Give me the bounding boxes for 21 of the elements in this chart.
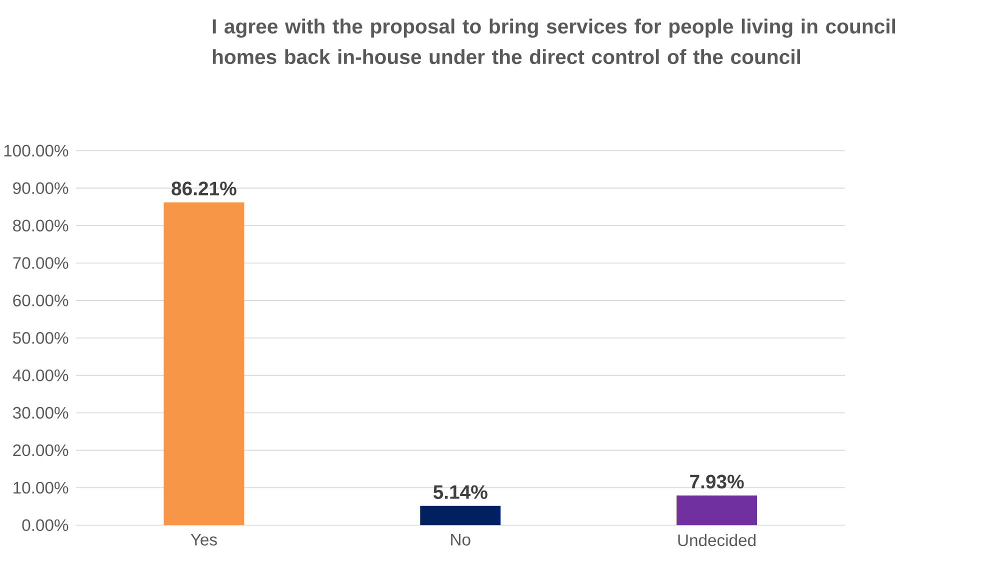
y-tick-label: 70.00% [13,256,68,269]
y-tick-label: 80.00% [13,220,68,232]
data-label: 7.93% [690,474,744,488]
y-tick-label: 100.00% [4,144,68,156]
y-tick-label: 20.00% [13,444,68,456]
bar [420,506,501,525]
y-tick-label: 10.00% [14,482,68,494]
data-label: 86.21% [172,181,236,196]
bar [676,495,758,525]
x-tick-label: No [451,534,470,546]
y-tick-label: 30.00% [12,406,68,419]
y-tick-label: 60.00% [13,294,68,306]
y-tick-label: 50.00% [13,332,68,344]
chart-title: I agree with the proposal to bring services for people living in council homes back in-house under the direct control of the council [212,18,896,64]
x-tick-label: Undecided [678,534,756,546]
x-tick-label: Yes [190,534,217,546]
y-tick-label: 40.00% [12,369,68,382]
data-label: 5.14% [433,485,488,499]
y-tick-label: 90.00% [13,182,68,194]
y-tick-label: 0.00% [22,519,68,531]
bar [164,202,244,525]
